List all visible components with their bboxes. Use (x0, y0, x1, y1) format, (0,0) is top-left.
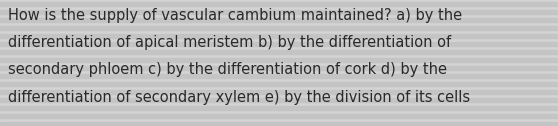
Bar (0, 74, 558, 78)
Bar (0, 106, 558, 110)
Bar (0, 90, 558, 94)
Bar (0, 10, 558, 14)
Bar (0, 122, 558, 126)
Bar (0, 34, 558, 38)
Bar (0, 82, 558, 86)
Bar (0, 42, 558, 46)
Text: How is the supply of vascular cambium maintained? a) by the: How is the supply of vascular cambium ma… (8, 8, 462, 23)
Text: secondary phloem c) by the differentiation of cork d) by the: secondary phloem c) by the differentiati… (8, 62, 447, 77)
Text: differentiation of apical meristem b) by the differentiation of: differentiation of apical meristem b) by… (8, 35, 451, 50)
Bar (0, 98, 558, 102)
Bar (0, 66, 558, 70)
Bar (0, 114, 558, 118)
Bar (0, 26, 558, 30)
Bar (0, 58, 558, 62)
Bar (0, 2, 558, 6)
Text: differentiation of secondary xylem e) by the division of its cells: differentiation of secondary xylem e) by… (8, 90, 470, 105)
Bar (0, 50, 558, 54)
Bar (0, 18, 558, 22)
